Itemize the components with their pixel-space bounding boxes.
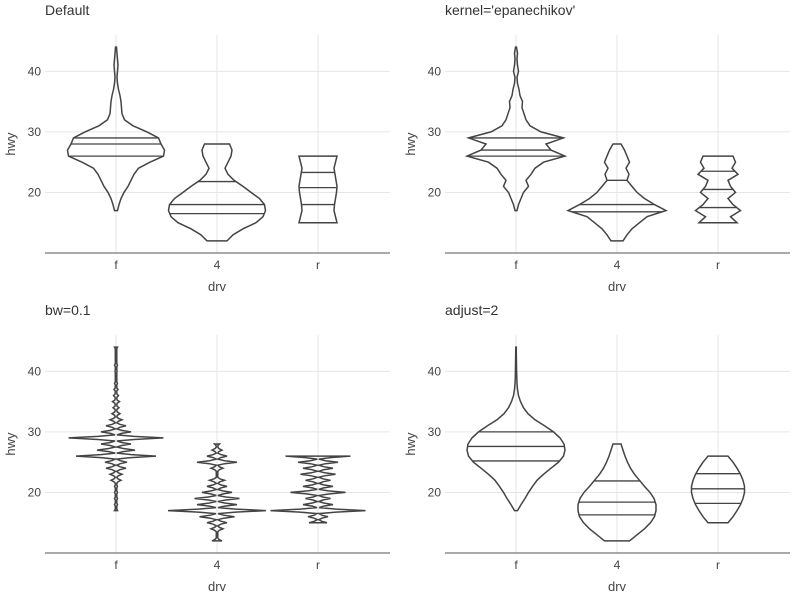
panel-3: bw=0.1 20 30 40 f 4 r drv hwy bbox=[3, 302, 390, 594]
violin-r bbox=[690, 455, 746, 524]
y-axis-label: hwy bbox=[3, 132, 18, 156]
panel-4: adjust=2 20 30 40 f 4 r drv hwy bbox=[403, 302, 790, 594]
x-tick-label: f bbox=[514, 558, 518, 572]
violin-4 bbox=[566, 143, 668, 242]
violin-f bbox=[466, 346, 566, 512]
violin-f bbox=[66, 46, 166, 212]
x-tick-label: 4 bbox=[614, 258, 621, 272]
panel-title: Default bbox=[45, 2, 89, 18]
violin-r bbox=[298, 155, 338, 224]
x-tick-label: f bbox=[114, 258, 118, 272]
y-tick-label: 20 bbox=[428, 485, 442, 499]
y-tick-label: 20 bbox=[28, 485, 42, 499]
x-tick-label: f bbox=[114, 558, 118, 572]
x-tick-label: r bbox=[316, 258, 320, 272]
y-tick-label: 30 bbox=[28, 125, 42, 139]
y-tick-label: 40 bbox=[428, 364, 442, 378]
y-tick-label: 20 bbox=[28, 185, 42, 199]
x-axis-label: drv bbox=[608, 279, 627, 294]
panel-2: kernel='epanechikov' 20 30 40 f 4 r drv hwy bbox=[403, 2, 790, 294]
x-tick-label: r bbox=[716, 558, 720, 572]
violin-f bbox=[68, 346, 164, 512]
y-tick-label: 40 bbox=[28, 364, 42, 378]
y-tick-label: 40 bbox=[28, 64, 42, 78]
y-tick-label: 30 bbox=[28, 425, 42, 439]
violin-4 bbox=[167, 143, 267, 242]
x-tick-label: r bbox=[316, 558, 320, 572]
panel-title: adjust=2 bbox=[445, 302, 499, 318]
y-axis-label: hwy bbox=[403, 132, 418, 156]
violin-f bbox=[464, 46, 568, 212]
violin-r bbox=[694, 155, 742, 224]
y-tick-label: 20 bbox=[428, 185, 442, 199]
panel-title: bw=0.1 bbox=[45, 302, 91, 318]
x-axis-label: drv bbox=[208, 579, 227, 594]
x-tick-label: f bbox=[514, 258, 518, 272]
x-tick-label: 4 bbox=[214, 258, 221, 272]
y-tick-label: 30 bbox=[428, 425, 442, 439]
y-tick-label: 30 bbox=[428, 125, 442, 139]
y-axis-label: hwy bbox=[3, 432, 18, 456]
x-axis-label: drv bbox=[208, 279, 227, 294]
x-tick-label: r bbox=[716, 258, 720, 272]
violin-r bbox=[270, 455, 366, 524]
violin-4 bbox=[577, 443, 657, 542]
x-tick-label: 4 bbox=[614, 558, 621, 572]
y-axis-label: hwy bbox=[403, 432, 418, 456]
x-tick-label: 4 bbox=[214, 558, 221, 572]
violin-4 bbox=[167, 443, 267, 542]
panel-title: kernel='epanechikov' bbox=[445, 2, 575, 18]
y-tick-label: 40 bbox=[428, 64, 442, 78]
x-axis-label: drv bbox=[608, 579, 627, 594]
panel-1: Default 20 30 40 f 4 r drv hwy bbox=[3, 2, 390, 294]
